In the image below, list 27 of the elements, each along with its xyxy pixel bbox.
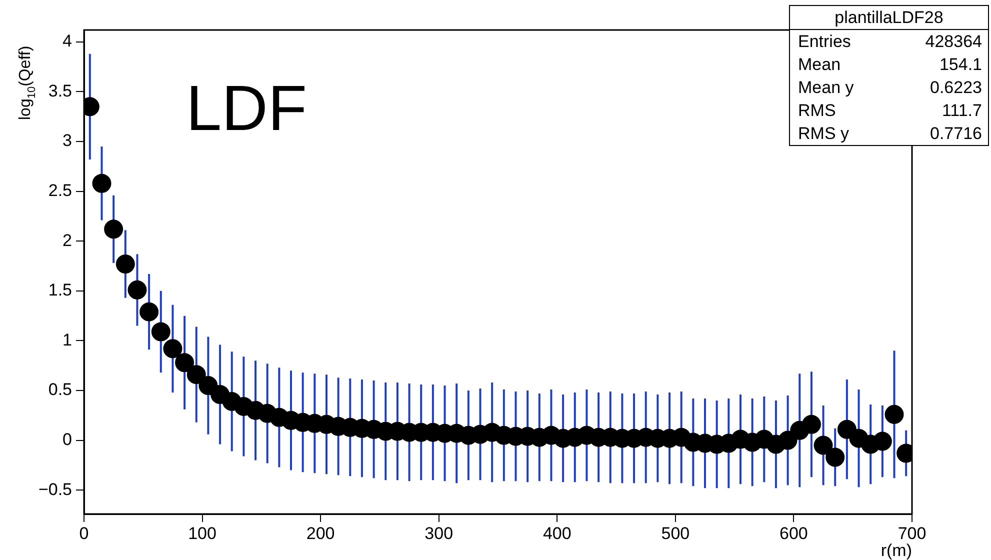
y-tick-label: 1.5: [48, 280, 72, 300]
text: RMS 111.7: [798, 101, 982, 120]
y-tick-label: 0: [62, 430, 72, 449]
x-tick-label: 100: [188, 524, 216, 543]
x-tick-label: 0: [79, 524, 89, 543]
y-tick-label: 4: [62, 32, 72, 51]
x-tick-label: 300: [424, 524, 454, 543]
x-tick-label: 400: [542, 524, 572, 543]
y-tick-label: 2.5: [48, 181, 72, 200]
text: Entries 428364: [798, 32, 982, 51]
x-tick-label: 700: [898, 524, 926, 543]
x-tick-label: 600: [780, 524, 808, 543]
y-tick-label: 1: [62, 330, 72, 350]
text: LDF: [186, 72, 307, 144]
x-tick-label: 200: [306, 524, 335, 543]
y-tick-label: 3.5: [48, 81, 72, 100]
y-tick-label: 2: [62, 230, 72, 250]
x-tick-label: 500: [661, 524, 690, 543]
x-axis-title: r(m): [880, 541, 912, 560]
text: RMS y 0.7716: [798, 124, 982, 143]
y-tick-label: −0.5: [38, 480, 72, 499]
text: plantillaLDF28: [790, 6, 988, 30]
text: Mean y 0.6223: [798, 78, 982, 97]
y-tick-label: 0.5: [48, 380, 72, 400]
y-axis-title: log10(Qeff): [17, 46, 38, 120]
text: Mean 154.1: [798, 55, 982, 74]
y-tick-label: 3: [62, 131, 72, 150]
